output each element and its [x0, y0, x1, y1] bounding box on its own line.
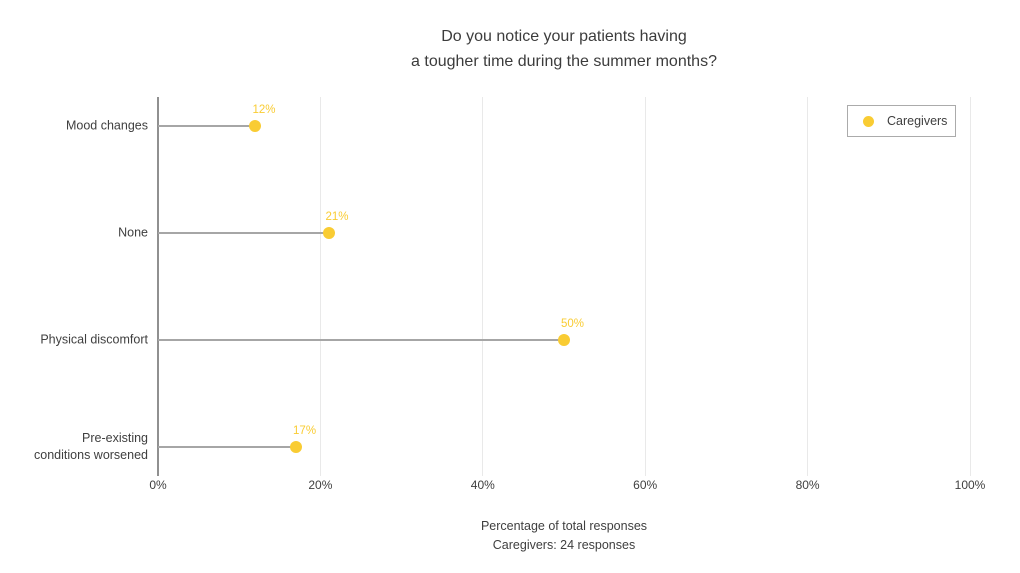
data-point[interactable]: [290, 441, 303, 453]
x-tick-label: 40%: [470, 478, 495, 492]
point-value-label: 17%: [293, 425, 317, 437]
x-tick-label: 20%: [308, 478, 333, 492]
gridline: [319, 97, 321, 476]
y-axis-labels: Mood changes None Physical discomfort Pre-e…: [0, 97, 148, 470]
lollipop-stem: [158, 339, 564, 341]
legend: Caregivers: [847, 105, 956, 137]
data-point[interactable]: [249, 120, 262, 132]
point-value-label: 12%: [252, 104, 276, 116]
point-value-label: 21%: [325, 211, 349, 223]
gridline: [482, 97, 484, 476]
category-label: Pre-existing conditions worsened: [34, 431, 148, 462]
y-axis-line: [157, 97, 159, 476]
data-point[interactable]: [322, 227, 335, 239]
x-axis-caption: Percentage of total responses Caregivers…: [480, 519, 648, 552]
plot-area: 0% 20% 40% 60% 80% 100% 12% 21% 50% 17%: [149, 97, 985, 492]
x-tick-label: 100%: [954, 478, 986, 492]
x-tick-label: 60%: [633, 478, 658, 492]
legend-item-caregivers[interactable]: Caregivers: [887, 114, 948, 128]
legend-marker-dot-icon: [863, 115, 874, 127]
x-tick-label: 80%: [795, 478, 820, 492]
lollipop-stem: [158, 232, 329, 234]
category-label: Mood changes: [65, 118, 148, 133]
category-label: None: [118, 225, 148, 240]
category-label: Physical discomfort: [40, 332, 148, 347]
gridline: [644, 97, 646, 476]
point-value-label: 50%: [561, 318, 585, 330]
x-tick-label: 0%: [149, 478, 167, 492]
lollipop-stem: [158, 446, 297, 448]
chart-title: Do you notice your patients having a tou…: [411, 28, 717, 70]
data-point[interactable]: [558, 334, 570, 346]
lollipop-stem: [158, 125, 256, 127]
gridline: [969, 97, 971, 476]
gridline: [807, 97, 809, 476]
